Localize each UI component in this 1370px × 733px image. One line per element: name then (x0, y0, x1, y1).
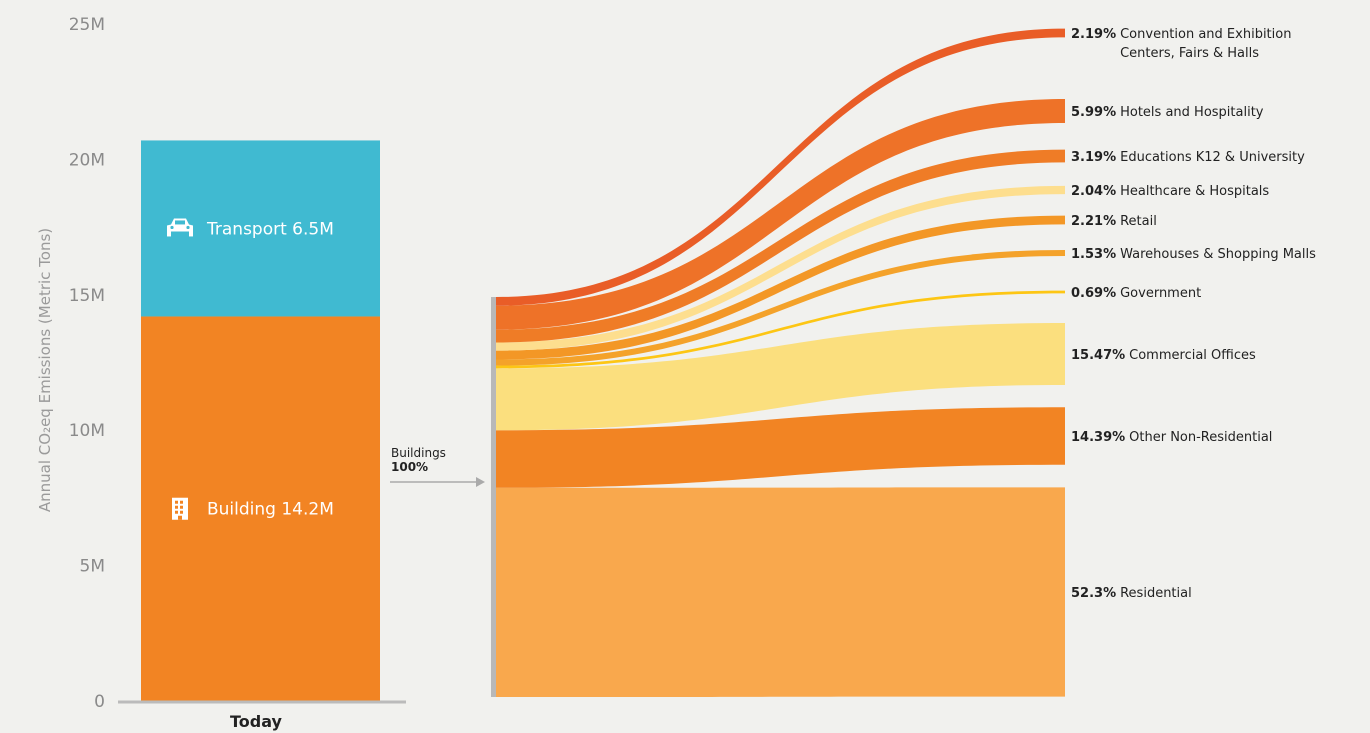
source-node-bar (491, 297, 496, 697)
building-icon (172, 497, 188, 520)
bar-segment-label: Building 14.2M (207, 500, 334, 520)
y-tick-label: 15M (69, 286, 105, 306)
source-label: Buildings (391, 446, 446, 460)
flow-percent: 2.19% (1071, 27, 1116, 42)
flow-band-government (496, 290, 1065, 369)
y-axis-label: Annual CO₂eq Emissions (Metric Tons) (36, 228, 54, 512)
flow-percent: 14.39% (1071, 430, 1125, 445)
flow-band-commercial-offices (496, 323, 1065, 431)
flow-name: Warehouses & Shopping Malls (1120, 247, 1316, 262)
flow-percent: 2.04% (1071, 184, 1116, 199)
x-category-label: Today (230, 712, 283, 731)
flow-band-warehouses-shopping-malls (496, 249, 1065, 366)
flow-band-residential (496, 487, 1065, 697)
y-tick-label: 25M (69, 15, 105, 35)
flow-name: Retail (1120, 214, 1157, 229)
y-tick-label: 20M (69, 150, 105, 170)
y-tick-label: 10M (69, 421, 105, 441)
flow-percent: 3.19% (1071, 150, 1116, 165)
flow-percent: 15.47% (1071, 348, 1125, 363)
flow-percent: 1.53% (1071, 247, 1116, 262)
flow-percent: 5.99% (1071, 105, 1116, 120)
flow-name: Hotels and Hospitality (1120, 105, 1264, 120)
y-tick-label: 5M (80, 557, 105, 577)
flow-name: Convention and Exhibition (1120, 27, 1291, 42)
flow-percent: 52.3% (1071, 586, 1116, 601)
flow-band-other-non-residential (496, 407, 1065, 488)
bar-segment-label: Transport 6.5M (206, 219, 334, 239)
car-icon (167, 218, 193, 237)
source-percent: 100% (391, 460, 428, 474)
flow-name: Healthcare & Hospitals (1120, 184, 1269, 199)
flow-name: Commercial Offices (1129, 348, 1256, 363)
flow-band-healthcare-hospitals (496, 185, 1065, 351)
flow-name: Residential (1120, 586, 1192, 601)
flow-name: Centers, Fairs & Halls (1120, 46, 1259, 61)
flow-name: Educations K12 & University (1120, 150, 1305, 165)
flow-band-convention-and-exhibition-centers-fairs-halls (496, 28, 1065, 306)
flow-band-educations-k12-university (496, 149, 1065, 343)
flow-percent: 0.69% (1071, 286, 1116, 301)
flow-band-hotels-and-hospitality (496, 99, 1065, 330)
flow-arrow-head (476, 477, 485, 487)
flow-name: Other Non-Residential (1129, 430, 1272, 445)
y-tick-label: 0 (94, 692, 105, 712)
flow-percent: 2.21% (1071, 214, 1116, 229)
flow-name: Government (1120, 286, 1201, 301)
flow-band-retail (496, 215, 1065, 360)
